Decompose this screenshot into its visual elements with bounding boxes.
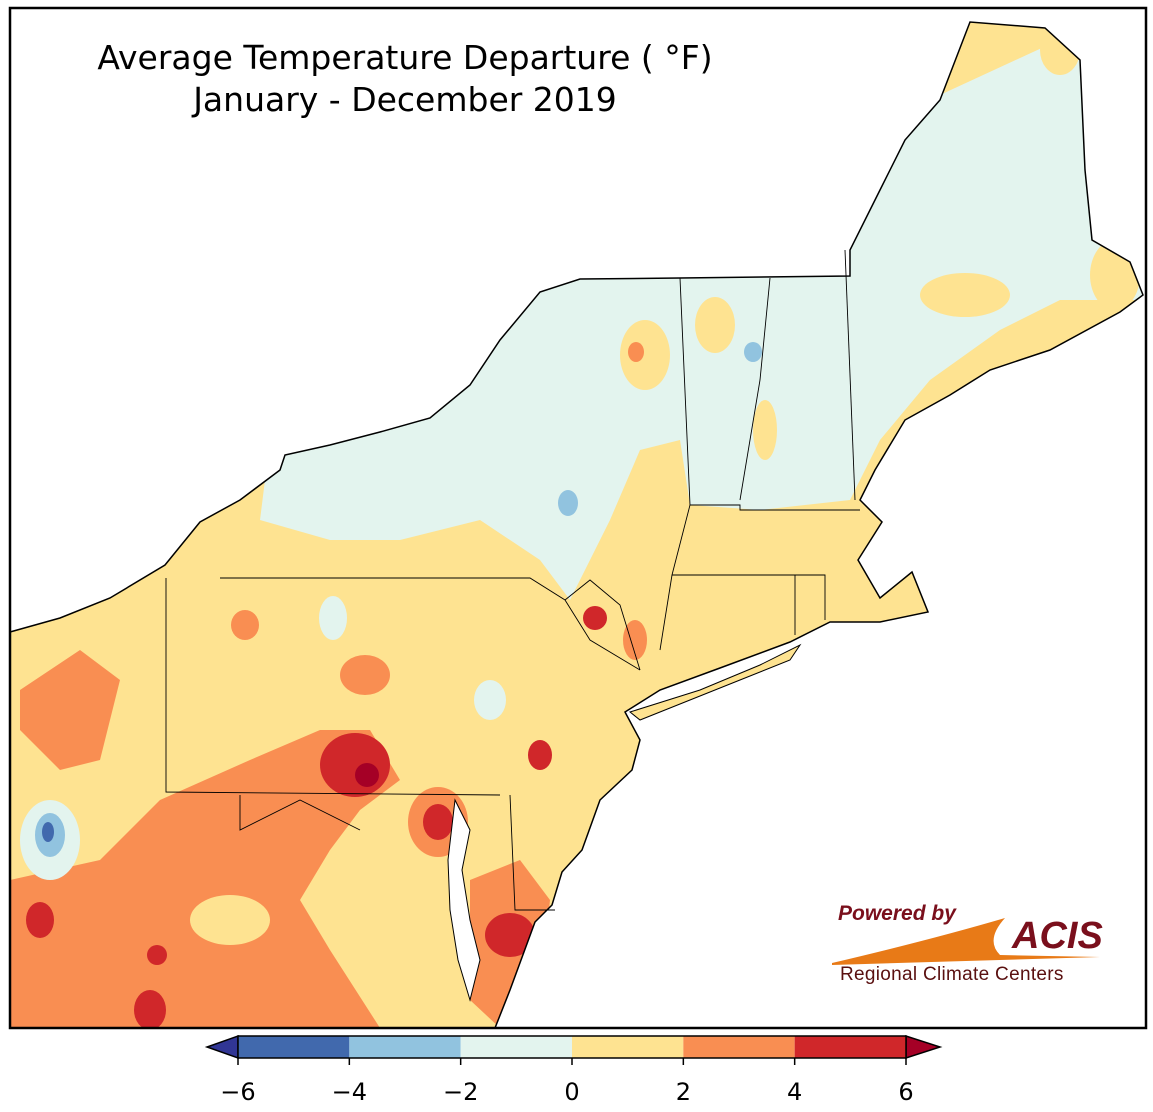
colorbar	[204, 1034, 943, 1065]
colorbar-tick-label: 0	[564, 1078, 580, 1106]
band-minus6-to-minus4	[42, 822, 54, 842]
band-minus4-to-minus2	[744, 342, 762, 362]
band-2-to-4	[628, 342, 644, 362]
band-2-to-4	[623, 620, 647, 660]
band-4-to-6	[26, 902, 54, 938]
band-minus2-to-0	[260, 22, 1143, 600]
colorbar-segment	[572, 1036, 684, 1058]
band-minus2-to-0	[474, 680, 506, 720]
acis-logo-rcc: Regional Climate Centers	[840, 964, 1064, 985]
colorbar-tick-label: 2	[675, 1078, 691, 1106]
band-4-to-6	[134, 990, 166, 1028]
colorbar-over-arrow	[905, 1034, 943, 1060]
band-0-to-2	[1090, 240, 1140, 310]
colorbar-segment	[349, 1036, 461, 1058]
colorbar-under-arrow	[204, 1034, 239, 1060]
band-above-6	[355, 763, 379, 787]
band-minus2-to-0	[319, 596, 347, 640]
colorbar-tick-label: −6	[220, 1078, 256, 1106]
band-4-to-6	[485, 913, 535, 957]
coastline	[9, 21, 1144, 1029]
colorbar-segment	[794, 1036, 906, 1058]
band-0-to-2	[695, 297, 735, 353]
band-0-to-2	[1040, 25, 1080, 75]
acis-logo-text: ACIS	[1012, 915, 1103, 957]
map-subtitle: January - December 2019	[193, 80, 617, 119]
colorbar-segment	[238, 1036, 350, 1058]
band-2-to-4	[20, 650, 120, 770]
colorbar-tick-label: 4	[787, 1078, 803, 1106]
colorbar-segment	[460, 1036, 572, 1058]
anomaly-field	[10, 22, 1143, 1028]
acis-logo-swoosh	[832, 918, 1100, 965]
colorbar-tick-label: −2	[442, 1078, 479, 1106]
map-frame	[8, 6, 1148, 1030]
band-0-to-2	[753, 400, 777, 460]
map-title: Average Temperature Departure ( °F)	[97, 38, 713, 77]
band-4-to-6	[528, 740, 552, 770]
band-0-to-2	[920, 273, 1010, 317]
band-4-to-6	[147, 945, 167, 965]
chesapeake-bay	[447, 798, 481, 1002]
band-minus4-to-minus2	[558, 490, 578, 516]
band-2-to-4	[340, 655, 390, 695]
band-0-to-2	[190, 895, 270, 945]
band-2-to-4	[231, 610, 259, 640]
band-4-to-6	[583, 606, 607, 630]
colorbar-tick-label: −4	[331, 1078, 368, 1106]
colorbar-tick-label: 6	[898, 1078, 914, 1106]
acis-logo-powered-by: Powered by	[838, 902, 956, 925]
band-0-to-2	[620, 320, 670, 390]
band-2-to-4	[10, 730, 400, 1028]
band-4-to-6	[423, 804, 453, 840]
band-4-to-6	[320, 733, 390, 797]
colorbar-segment	[683, 1036, 795, 1058]
state-borders	[165, 249, 860, 911]
long-island	[628, 643, 802, 721]
